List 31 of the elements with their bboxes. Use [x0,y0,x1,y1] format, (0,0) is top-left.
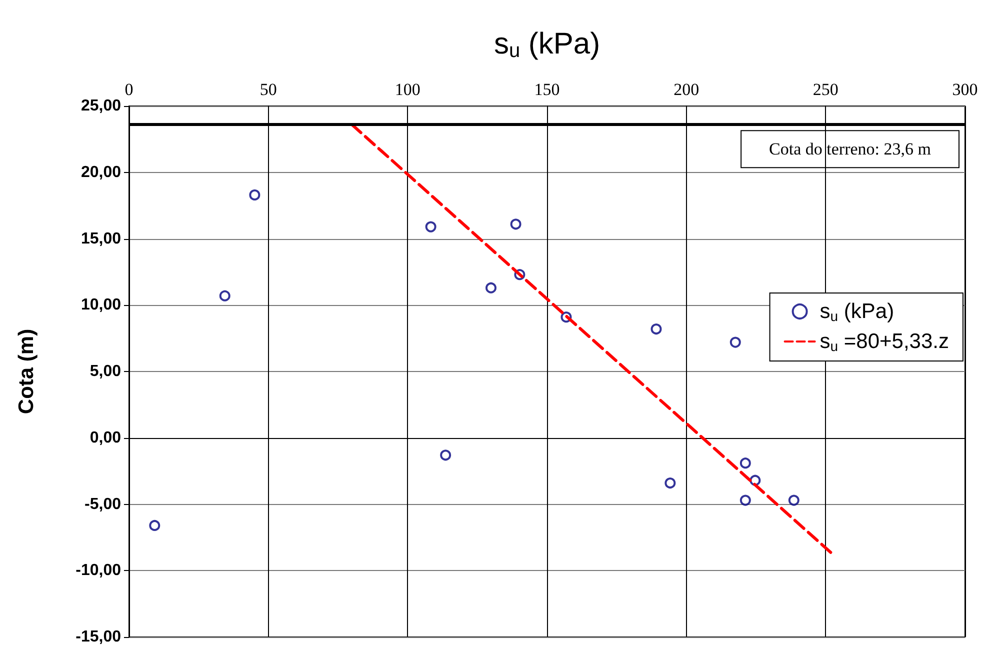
y-tick-label: 0,00 [90,429,122,446]
x-tick-label: 50 [260,80,277,99]
x-tick-label: 100 [394,80,420,99]
y-tick-label: -5,00 [84,496,122,513]
point [485,282,496,294]
point [510,218,522,230]
point [788,494,800,506]
point [664,478,676,489]
x-tick-label: 0 [124,80,134,99]
y-tick-label: 5,00 [90,363,122,380]
point [149,520,160,531]
x-tick-label: 150 [534,80,560,99]
ref-line-label: Cota do terreno: 23,6 m [769,140,931,159]
y-tick-label: 10,00 [80,296,122,314]
point [650,324,662,335]
point [730,336,741,348]
x-tick-label: 250 [812,80,838,99]
y-tick-label: 15,00 [80,230,122,248]
y-axis-title: Cota (m) [15,328,38,414]
point [740,494,751,506]
point [219,290,230,302]
y-tick-label: -10,00 [76,562,122,580]
x-tick-label: 300 [952,80,978,99]
y-tick-label: 20,00 [80,164,122,181]
point [740,458,751,469]
point [425,221,436,232]
point [249,189,260,200]
point [440,450,452,461]
y-tick-label: 25,00 [80,98,122,114]
x-tick-label: 200 [674,80,700,99]
y-tick-label: -15,00 [76,628,122,646]
